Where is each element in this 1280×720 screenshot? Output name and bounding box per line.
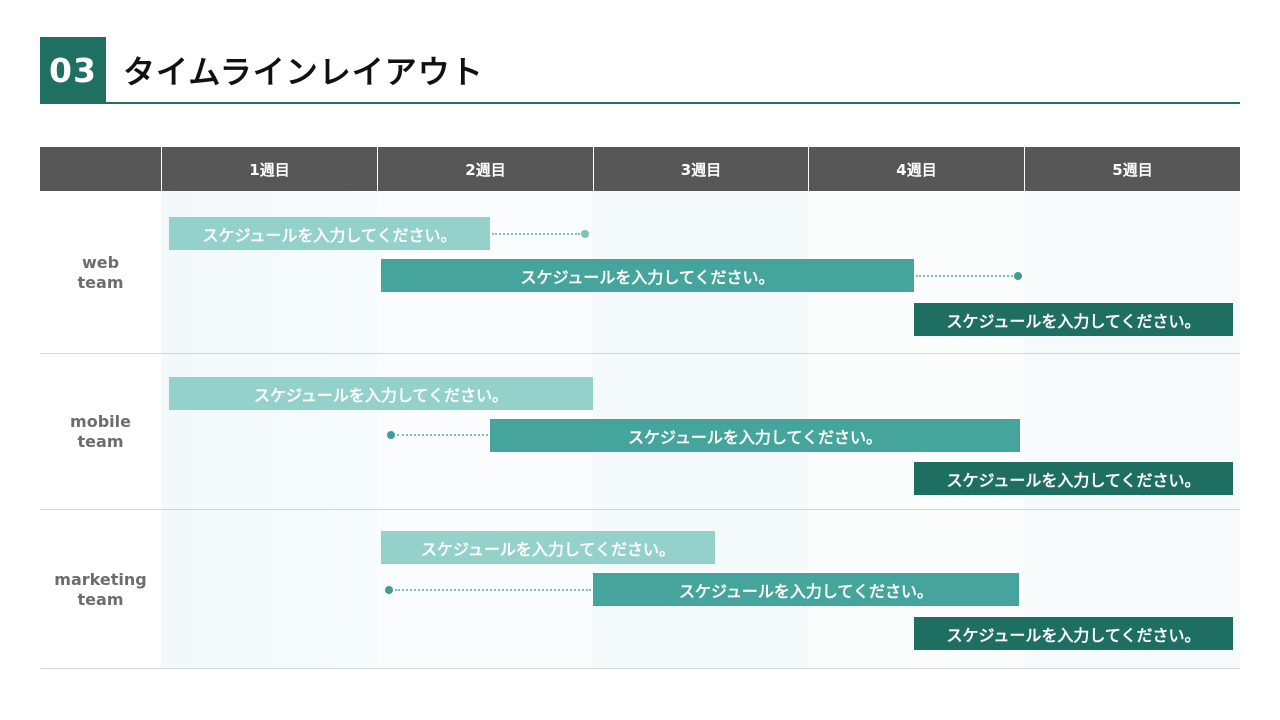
header-week-5: 5週目: [1024, 147, 1240, 191]
team-label-line: web: [81, 253, 120, 272]
dotted-connector: [492, 233, 580, 235]
header-week-1: 1週目: [161, 147, 377, 191]
schedule-bar[interactable]: スケジュールを入力してください。: [914, 462, 1233, 495]
connector-end-dot: [1014, 272, 1022, 280]
team-label-marketing: marketing team: [40, 570, 161, 610]
schedule-bar[interactable]: スケジュールを入力してください。: [914, 617, 1233, 650]
dotted-connector: [395, 589, 591, 591]
row-divider: [40, 353, 1240, 354]
header-week-3: 3週目: [593, 147, 808, 191]
team-label-line: team: [77, 432, 124, 451]
timeline-header: 1週目 2週目 3週目 4週目 5週目: [40, 147, 1240, 191]
header-week-4: 4週目: [808, 147, 1024, 191]
team-label-mobile: mobile team: [40, 412, 161, 452]
page-title: タイムラインレイアウト: [123, 53, 484, 91]
row-divider: [40, 509, 1240, 510]
connector-start-dot: [385, 586, 393, 594]
team-label-line: team: [77, 590, 124, 609]
team-label-line: marketing: [54, 570, 147, 589]
section-number-badge: 03: [40, 37, 106, 104]
connector-start-dot: [387, 431, 395, 439]
schedule-bar[interactable]: スケジュールを入力してください。: [169, 377, 593, 410]
header-week-2: 2週目: [377, 147, 593, 191]
schedule-bar[interactable]: スケジュールを入力してください。: [914, 303, 1233, 336]
schedule-bar[interactable]: スケジュールを入力してください。: [381, 259, 914, 292]
team-label-line: team: [77, 273, 124, 292]
dotted-connector: [397, 434, 488, 436]
title-underline: [106, 102, 1240, 104]
schedule-bar[interactable]: スケジュールを入力してください。: [169, 217, 490, 250]
connector-end-dot: [581, 230, 589, 238]
week-5-column-bg: [1024, 191, 1240, 668]
row-divider: [40, 668, 1240, 669]
schedule-bar[interactable]: スケジュールを入力してください。: [381, 531, 715, 564]
schedule-bar[interactable]: スケジュールを入力してください。: [490, 419, 1020, 452]
dotted-connector: [916, 275, 1013, 277]
schedule-bar[interactable]: スケジュールを入力してください。: [593, 573, 1019, 606]
team-label-web: web team: [40, 253, 161, 293]
team-label-line: mobile: [70, 412, 131, 431]
week-1-column-bg: [161, 191, 377, 668]
